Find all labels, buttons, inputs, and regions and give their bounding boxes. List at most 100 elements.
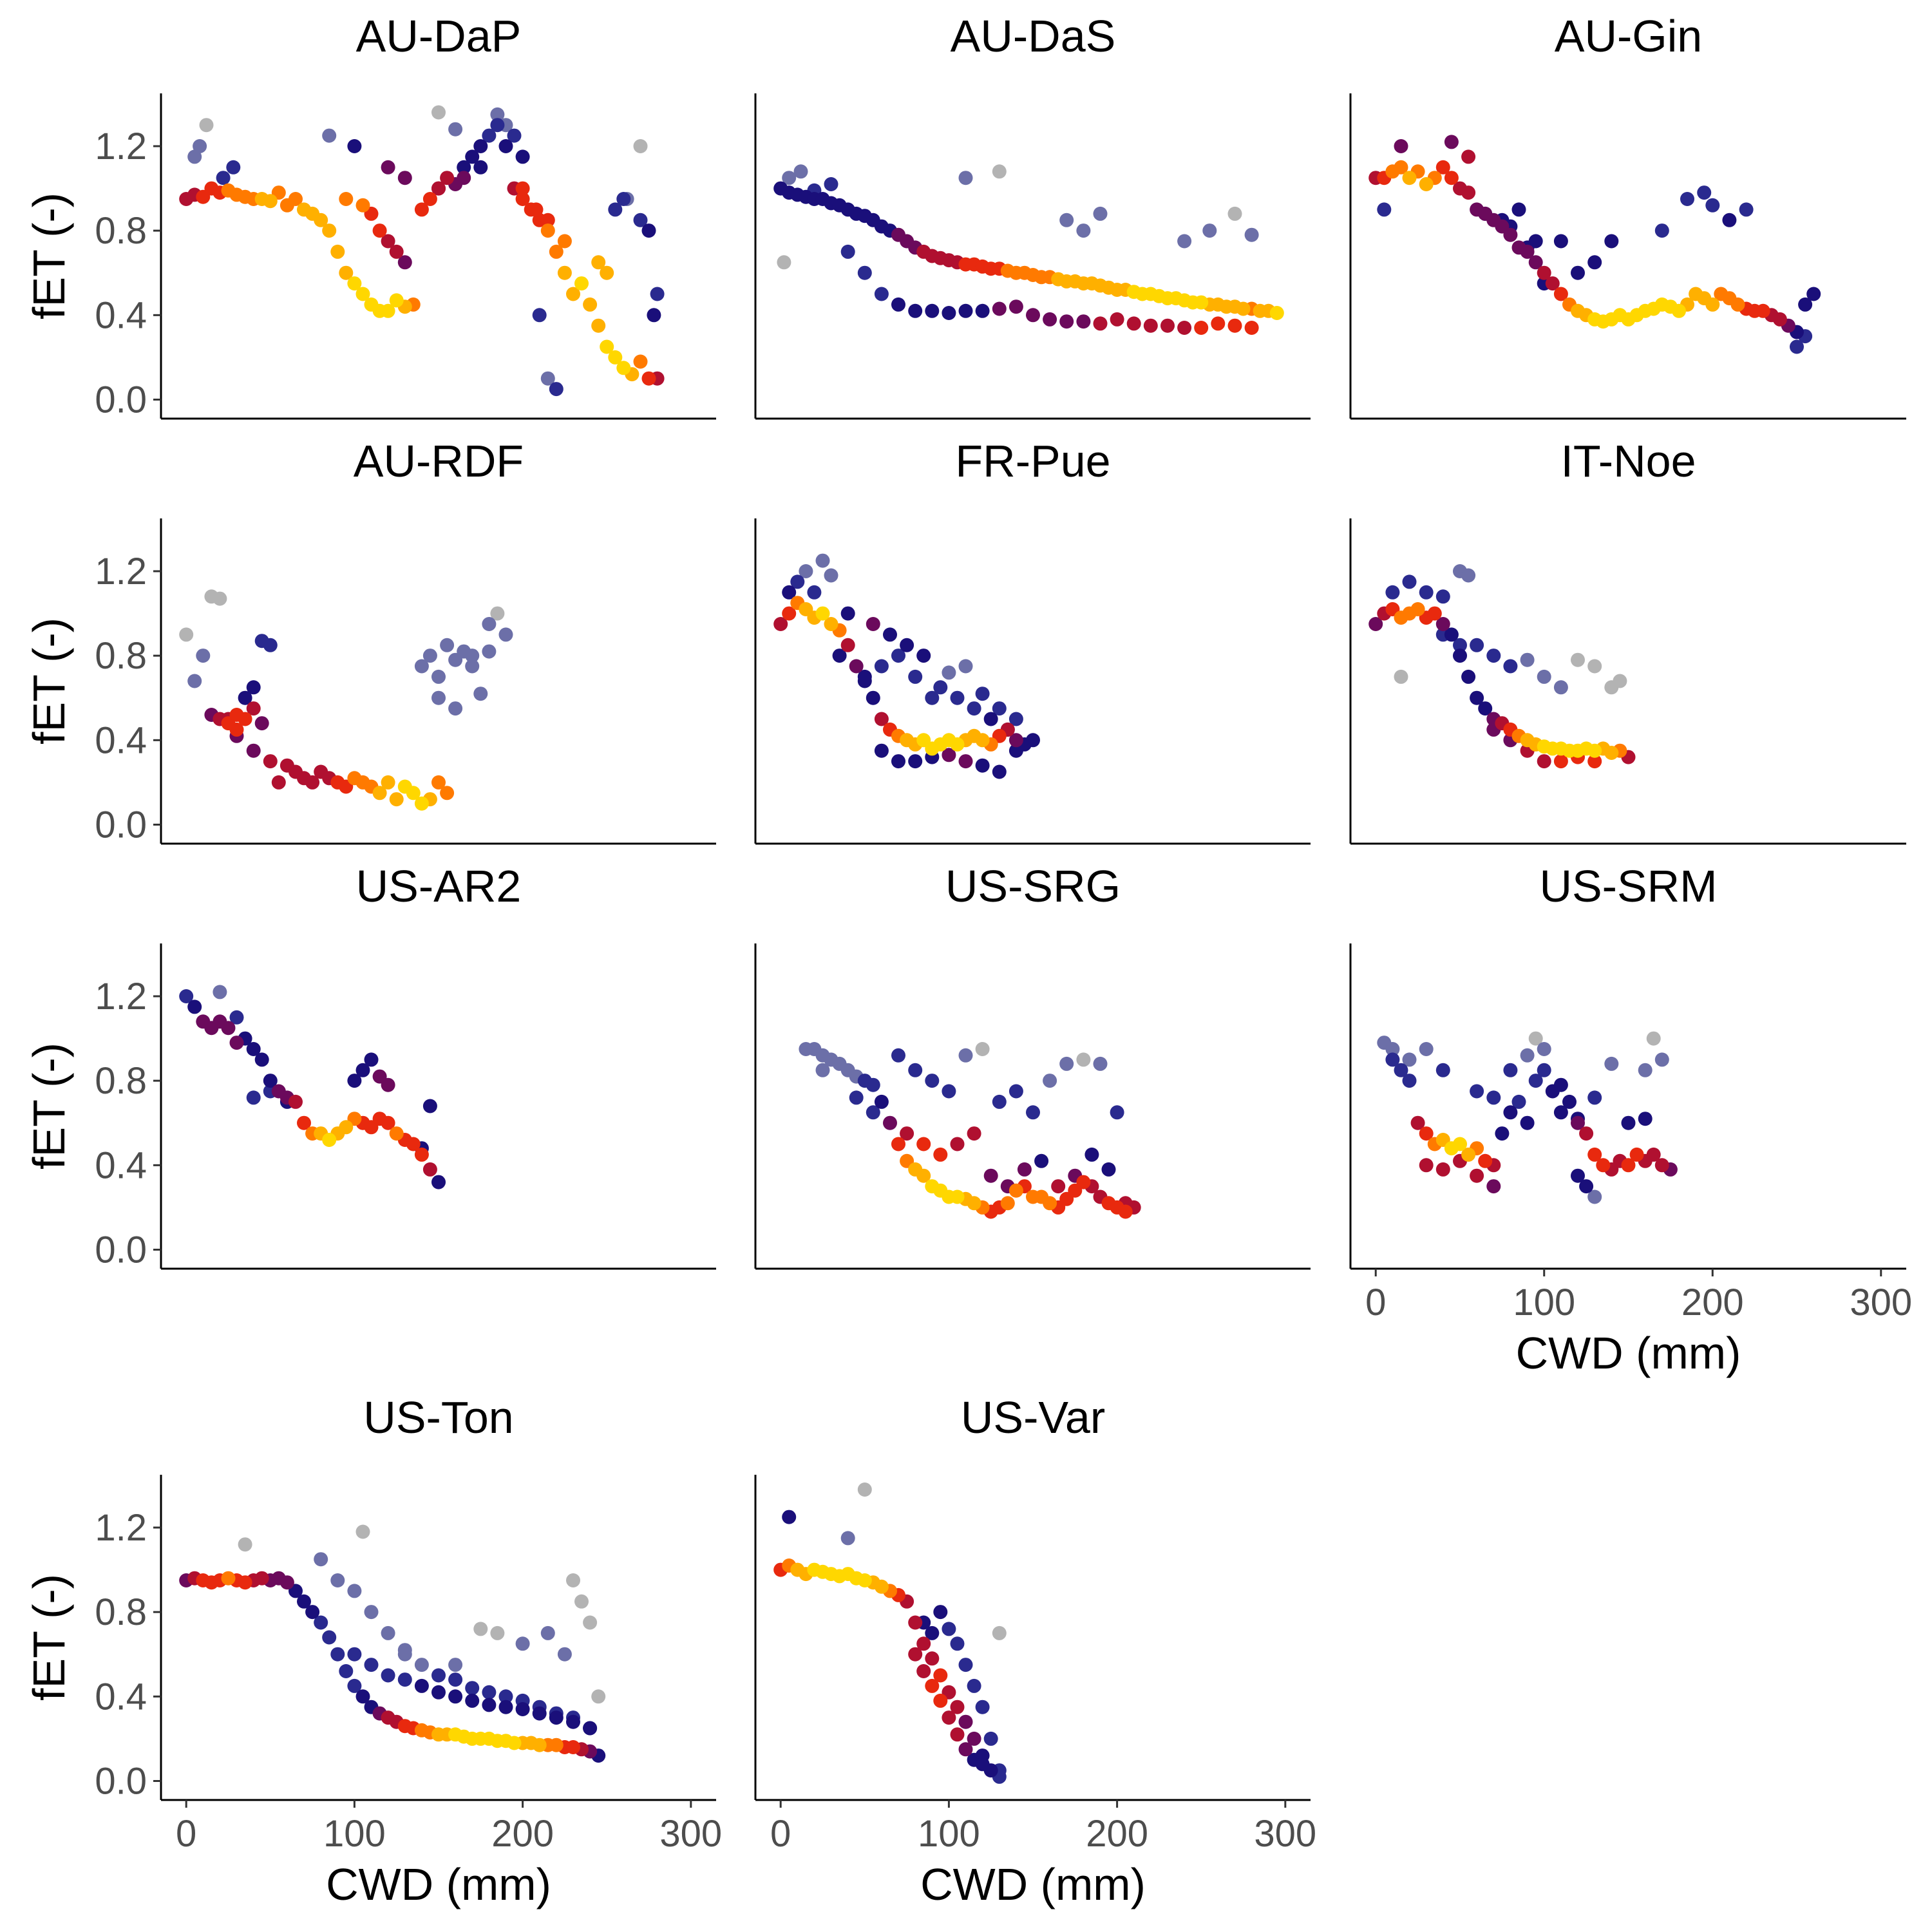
data-point — [196, 649, 211, 663]
data-point — [1410, 1115, 1425, 1130]
data-point — [647, 308, 661, 323]
data-point — [1093, 206, 1108, 221]
data-point — [465, 659, 480, 674]
data-point — [1043, 1074, 1057, 1088]
data-point — [540, 371, 555, 386]
data-point — [1059, 213, 1074, 227]
data-point — [381, 303, 395, 318]
panel-fr-pue: FR-Pue — [754, 436, 1311, 845]
data-point — [322, 1133, 337, 1147]
y-tick-label: 0.0 — [95, 1760, 147, 1802]
y-tick-label: 0.0 — [95, 1229, 147, 1271]
y-tick-label: 0.8 — [95, 210, 147, 252]
data-point — [1553, 234, 1568, 249]
data-point — [992, 301, 1007, 316]
data-point — [381, 1115, 395, 1130]
data-point — [925, 1074, 940, 1088]
data-point — [305, 1605, 320, 1620]
data-point — [942, 748, 956, 762]
scatter-points — [179, 589, 513, 811]
data-point — [1076, 1052, 1091, 1067]
x-tick-label: 0 — [1365, 1282, 1386, 1323]
x-tick-label: 200 — [491, 1813, 554, 1855]
data-point — [422, 1162, 437, 1177]
panel-us-var: US-Var 0 100 200 300 CWD (mm) — [754, 1392, 1316, 1909]
data-point — [330, 1573, 345, 1587]
data-point — [1562, 1094, 1577, 1109]
data-point — [322, 223, 337, 238]
data-point — [633, 139, 648, 153]
data-point — [1435, 1063, 1450, 1077]
data-point — [339, 265, 354, 280]
data-point — [347, 276, 362, 291]
data-point — [975, 303, 990, 318]
data-point — [916, 649, 931, 663]
data-point — [1059, 1056, 1074, 1071]
data-point — [1495, 1126, 1510, 1141]
data-point — [490, 118, 505, 133]
scatter-points — [179, 985, 446, 1189]
data-point — [1394, 139, 1408, 153]
data-point — [440, 171, 455, 185]
data-point — [1236, 301, 1251, 316]
x-tick-label: 300 — [659, 1813, 722, 1855]
data-point — [883, 627, 897, 642]
data-point — [1613, 674, 1627, 688]
data-point — [916, 1664, 931, 1678]
data-point — [1798, 297, 1813, 312]
data-point — [482, 1698, 497, 1712]
data-point — [1537, 754, 1551, 769]
data-point — [1110, 312, 1124, 327]
data-point — [381, 1668, 395, 1683]
data-point — [1705, 297, 1720, 312]
panel-au-gin: AU-Gin — [1349, 11, 1906, 420]
data-point — [1419, 1158, 1434, 1173]
data-point — [925, 1625, 940, 1640]
data-point — [515, 1636, 530, 1651]
x-tick-label: 100 — [1513, 1282, 1575, 1323]
data-point — [1646, 1031, 1661, 1046]
data-point — [187, 674, 202, 688]
data-point — [807, 585, 822, 600]
data-point — [1093, 316, 1108, 331]
data-point — [793, 164, 808, 179]
data-point — [1571, 1115, 1585, 1130]
x-tick-label: 100 — [323, 1813, 386, 1855]
data-point — [322, 1630, 337, 1645]
data-point — [339, 1664, 354, 1678]
data-point — [498, 139, 513, 153]
x-tick-label: 100 — [918, 1813, 980, 1855]
data-point — [254, 1571, 269, 1586]
data-point — [840, 638, 855, 652]
data-point — [246, 680, 261, 695]
data-point — [967, 1196, 981, 1211]
data-point — [782, 1510, 797, 1524]
data-point — [1537, 1042, 1551, 1056]
data-point — [414, 1147, 429, 1162]
data-point — [874, 712, 889, 726]
data-point — [289, 1094, 303, 1109]
data-point — [1410, 602, 1425, 616]
data-point — [1126, 316, 1141, 331]
data-point — [1444, 627, 1459, 642]
data-point — [1520, 244, 1535, 259]
data-point — [1076, 314, 1091, 329]
data-point — [840, 244, 855, 259]
data-point — [1587, 1189, 1602, 1204]
scatter-points — [1377, 1031, 1678, 1204]
data-point — [431, 1175, 446, 1189]
data-point — [1394, 1063, 1408, 1077]
y-tick-label: 0.4 — [95, 1144, 147, 1186]
data-point — [975, 733, 990, 748]
data-point — [213, 591, 227, 606]
data-point — [1444, 135, 1459, 149]
data-point — [566, 287, 580, 301]
data-point — [583, 1615, 598, 1630]
data-point — [1394, 160, 1408, 175]
data-point — [900, 1126, 914, 1141]
data-point — [942, 1622, 956, 1636]
data-point — [1470, 1084, 1484, 1099]
data-point — [1427, 606, 1442, 621]
data-point — [330, 244, 345, 259]
